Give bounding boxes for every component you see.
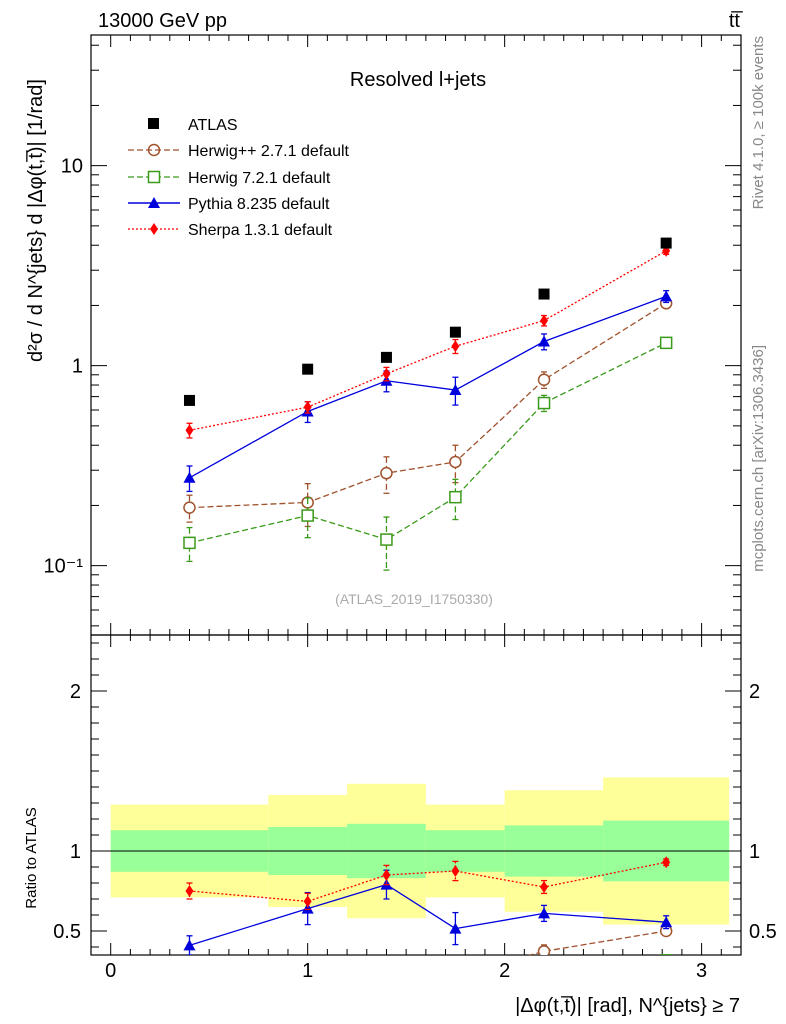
data-point-ratio (183, 939, 196, 951)
x-tick-label: 1 (302, 960, 313, 982)
atlas-point (183, 394, 195, 406)
data-point-ratio (301, 902, 314, 914)
data-point-ratio (184, 959, 195, 970)
data-point-ratio (539, 960, 550, 971)
data-point-main (301, 509, 314, 522)
data-point-ratio (659, 954, 673, 955)
data-point-main (537, 396, 551, 410)
series-line-ratio (527, 930, 667, 955)
y-tick-label-ratio-left: 2 (70, 681, 81, 703)
y-tick-label-ratio-right: 1 (749, 841, 760, 863)
data-point-main (183, 536, 196, 550)
data-point-ratio (303, 895, 312, 908)
data-point-main (451, 340, 460, 353)
atlas-point (380, 351, 392, 363)
data-point-ratio (185, 885, 194, 897)
y-tick-label-main: 10 (61, 156, 83, 178)
legend: ATLAS Herwig++ 2.7.1 default Herwig 7.2.… (128, 117, 350, 239)
main-y-axis-title: d²σ / d N^{jets} d |Δφ(t,t̅)| [1/rad] (25, 79, 47, 362)
y-tick-label-main: 10⁻¹ (44, 556, 84, 578)
data-point-main (380, 533, 393, 546)
data-point-main (380, 466, 393, 480)
series-line-ratio (189, 960, 666, 991)
data-point-ratio (381, 963, 392, 974)
data-point-main (540, 314, 549, 327)
legend-sherpa: Sherpa 1.3.1 default (128, 222, 333, 239)
x-tick-label: 3 (696, 960, 707, 982)
data-point-ratio (660, 916, 673, 928)
energy-label: 13000 GeV pp (98, 10, 227, 32)
data-point-main (538, 335, 551, 347)
data-point-ratio (450, 982, 461, 993)
data-point-main (183, 501, 196, 514)
data-point-ratio (449, 922, 462, 934)
series-line-ratio (189, 861, 667, 903)
atlas-point (538, 288, 550, 300)
data-point-main (449, 384, 462, 396)
atlas-point (302, 363, 314, 375)
legend-herwig7: Herwig 7.2.1 default (128, 170, 331, 187)
legend-label-atlas: ATLAS (188, 117, 238, 134)
legend-label-herwig7: Herwig 7.2.1 default (188, 170, 331, 187)
data-point-ratio (382, 869, 391, 881)
chart-title: Resolved l+jets (350, 69, 486, 91)
legend-atlas: ATLAS (148, 117, 238, 134)
x-axis-title: |Δφ(t,t̅)| [rad], N^{jets} ≥ 7 (515, 995, 740, 1017)
x-tick-label: 0 (105, 960, 116, 982)
data-point-main (185, 424, 194, 437)
y-tick-label-main: 1 (72, 356, 83, 378)
data-point-ratio (538, 907, 551, 919)
legend-label-pythia: Pythia 8.235 default (188, 196, 330, 213)
y-tick-label-ratio-right: 2 (749, 681, 760, 703)
data-point-main (537, 373, 551, 387)
ratio-series (183, 856, 673, 997)
main-y-axis-title-text: d²σ / d N^{jets} d |Δφ(t,t̅)| [1/rad] (25, 79, 47, 362)
mcplots-label: mcplots.cern.ch [arXiv:1306.3436] (750, 345, 767, 572)
data-point-main (449, 490, 462, 504)
watermark: (ATLAS_2019_I1750330) (335, 591, 493, 607)
data-point-main (183, 471, 196, 483)
data-point-ratio (381, 986, 392, 997)
data-point-main (449, 455, 462, 469)
ratio-plot-frame (90, 634, 742, 956)
data-point-ratio (451, 865, 460, 877)
data-point-ratio (450, 970, 461, 981)
main-series (183, 237, 673, 571)
series-line-main (189, 250, 667, 431)
data-point-ratio (537, 945, 551, 955)
data-point-main (382, 367, 391, 380)
atlas-point (449, 326, 461, 338)
series-line-main (189, 342, 667, 544)
data-point-ratio (662, 856, 671, 869)
ratio-series-clipped (183, 856, 673, 997)
series-line-main (189, 295, 667, 479)
data-point-main (659, 336, 673, 350)
y-tick-label-ratio-left: 0.5 (53, 921, 81, 943)
legend-label-herwigpp: Herwig++ 2.7.1 default (188, 143, 350, 160)
data-point-ratio (184, 974, 195, 985)
process-label: tt̅ (729, 10, 743, 32)
y-tick-label-ratio-right: 0.5 (749, 921, 777, 943)
axes: 0 1 2 3 10⁻¹ 1 10 0.5 0.5 1 1 2 2 (44, 34, 777, 982)
series-line-main (189, 302, 667, 509)
ratio-y-axis-title: Ratio to ATLAS (23, 807, 40, 908)
data-point-ratio (540, 881, 549, 893)
y-tick-label-ratio-left: 1 (70, 841, 81, 863)
rivet-label: Rivet 4.1.0, ≥ 100k events (750, 36, 767, 209)
atlas-point (660, 237, 672, 249)
legend-label-sherpa: Sherpa 1.3.1 default (188, 222, 333, 239)
series-line-ratio (189, 883, 667, 947)
data-point-main (303, 401, 312, 414)
x-tick-label: 2 (499, 960, 510, 982)
data-point-main (660, 290, 673, 302)
legend-herwigpp: Herwig++ 2.7.1 default (128, 143, 350, 160)
legend-pythia: Pythia 8.235 default (128, 196, 330, 213)
